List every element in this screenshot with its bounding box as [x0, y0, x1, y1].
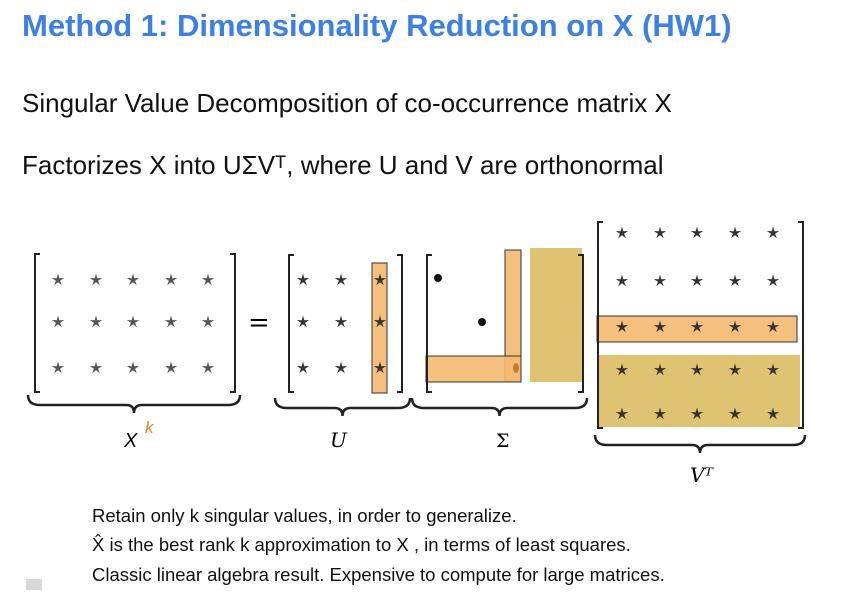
vt-matrix-entry	[728, 320, 742, 333]
vt-matrix-entry	[615, 274, 629, 287]
sigma-singular-value	[478, 318, 486, 326]
vt-matrix-entry	[615, 320, 629, 333]
x-matrix-entry	[126, 315, 140, 328]
vt-matrix-entry	[766, 226, 780, 239]
x-matrix-entry	[201, 273, 215, 286]
vt-matrix-entry	[766, 407, 780, 420]
x-matrix-entry	[164, 315, 178, 328]
vt-matrix-entry	[615, 226, 629, 239]
sigma-truncated-region	[530, 248, 582, 382]
vt-matrix-entry	[690, 407, 704, 420]
vt-matrix-entry	[766, 320, 780, 333]
x-matrix-entry	[201, 361, 215, 374]
u-matrix-entry	[296, 315, 310, 328]
vt-matrix-entry	[690, 320, 704, 333]
vt-matrix-entry	[653, 226, 667, 239]
x-matrix-entry	[89, 273, 103, 286]
x-matrix-entry	[126, 273, 140, 286]
decorative-square	[26, 579, 42, 590]
vt-matrix-left-bracket	[597, 221, 603, 429]
vt-matrix-entry	[615, 407, 629, 420]
slide-title: Method 1: Dimensionality Reduction on X …	[22, 8, 732, 43]
u-matrix-left-bracket	[288, 254, 294, 393]
u-matrix-entry	[296, 361, 310, 374]
k-label: k	[145, 418, 155, 437]
u-highlight-column	[371, 262, 388, 394]
svd-line: Singular Value Decomposition of co-occur…	[22, 88, 672, 118]
u-matrix-entry	[334, 315, 348, 328]
u-matrix-entry	[373, 315, 387, 328]
vt-matrix-entry	[690, 226, 704, 239]
vt-matrix-entry	[690, 363, 704, 376]
vt-label: Vᵀ	[690, 463, 714, 487]
u-matrix-entry	[296, 273, 310, 286]
x-label: X	[123, 430, 138, 452]
sigma-highlight-row	[425, 355, 522, 383]
vt-matrix-entry	[615, 363, 629, 376]
note-retain: Retain only k singular values, in order …	[92, 505, 517, 526]
vt-matrix-entry	[690, 274, 704, 287]
vt-matrix-entry	[728, 407, 742, 420]
u-matrix-entry	[334, 273, 348, 286]
vt-matrix-entry	[728, 226, 742, 239]
vt-brace	[593, 434, 807, 454]
x-matrix-entry	[126, 361, 140, 374]
x-matrix-entry	[164, 273, 178, 286]
x-matrix-right-bracket	[230, 253, 236, 393]
x-matrix-entry	[89, 361, 103, 374]
u-label: U	[330, 428, 348, 452]
x-matrix-entry	[51, 361, 65, 374]
x-matrix-entry	[51, 273, 65, 286]
u-matrix-entry	[334, 361, 348, 374]
x-matrix-entry	[164, 361, 178, 374]
sigma-singular-value	[434, 274, 442, 282]
vt-matrix-entry	[728, 363, 742, 376]
vt-matrix-entry	[728, 274, 742, 287]
vt-matrix-entry	[653, 274, 667, 287]
x-matrix-entry	[89, 315, 103, 328]
x-matrix-left-bracket	[34, 253, 40, 393]
note-classic: Classic linear algebra result. Expensive…	[92, 564, 665, 585]
vt-matrix-entry	[653, 363, 667, 376]
vt-matrix-entry	[653, 407, 667, 420]
sigma-matrix-left-bracket	[426, 254, 432, 393]
u-matrix-entry	[373, 273, 387, 286]
factorize-line: Factorizes X into UΣVᵀ, where U and V ar…	[22, 150, 664, 180]
u-brace	[273, 397, 412, 417]
x-matrix-entry	[51, 315, 65, 328]
vt-matrix-right-bracket	[798, 221, 804, 429]
note-best-rank: X̂ is the best rank k approximation to X…	[92, 534, 631, 555]
vt-matrix-entry	[766, 274, 780, 287]
x-brace	[26, 394, 242, 414]
sigma-brace	[410, 397, 589, 417]
x-matrix-entry	[201, 315, 215, 328]
sigma-singular-value	[513, 363, 519, 373]
equals-sign: =	[248, 308, 270, 338]
u-matrix-right-bracket	[397, 254, 403, 393]
vt-matrix-entry	[766, 363, 780, 376]
vt-matrix-entry	[653, 320, 667, 333]
sigma-matrix-right-bracket	[578, 254, 584, 393]
sigma-label: Σ	[496, 430, 509, 452]
u-matrix-entry	[373, 361, 387, 374]
